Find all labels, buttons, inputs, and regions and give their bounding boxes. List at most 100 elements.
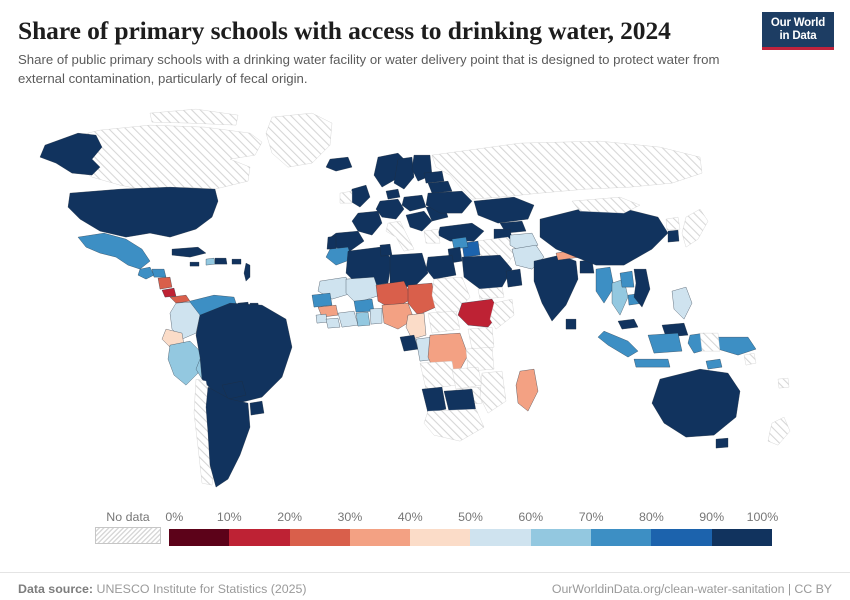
legend-bin-80-90%[interactable] [651,529,712,546]
country-balkans[interactable] [405,210,433,232]
country-kazakhstan[interactable] [473,196,535,224]
country-paraguay[interactable] [221,380,247,400]
country-cuba[interactable] [171,246,207,258]
world-choropleth-map[interactable] [0,88,850,506]
country-uruguay[interactable] [249,400,265,416]
country-belarus[interactable] [427,180,453,194]
legend-bin-10-20%[interactable] [229,529,290,546]
country-sierra-leone[interactable] [315,313,328,324]
country-indonesia-borneo[interactable] [647,332,683,354]
country-united-states[interactable] [67,186,219,238]
country-jamaica[interactable] [189,261,200,267]
country-libya[interactable] [389,252,429,288]
country-vietnam[interactable] [633,268,651,308]
country-ireland[interactable] [339,190,353,204]
country-united-kingdom[interactable] [349,184,371,208]
country-italy[interactable] [385,220,415,252]
country-madagascar[interactable] [515,368,539,412]
country-papua-indonesia[interactable] [699,332,721,352]
country-senegal[interactable] [311,292,333,308]
country-lesser-antilles[interactable] [243,262,251,282]
country-poland[interactable] [401,194,427,212]
legend-bin-30-40%[interactable] [349,529,411,546]
country-mongolia[interactable] [571,196,641,214]
country-tasmania[interactable] [715,437,729,449]
country-germany[interactable] [375,198,405,220]
country-zambia[interactable] [451,366,483,390]
legend-bin-0-10%[interactable] [169,529,230,546]
legend-no-data[interactable]: No data [95,510,161,544]
country-argentina[interactable] [205,386,251,488]
country-portugal[interactable] [326,235,337,250]
country-angola[interactable] [419,360,457,390]
country-tunisia[interactable] [379,243,393,257]
country-malaysia[interactable] [617,318,639,330]
country-cameroon[interactable] [405,312,427,340]
country-myanmar[interactable] [595,266,615,304]
country-ghana[interactable] [355,311,371,327]
country-sri-lanka[interactable] [565,318,577,330]
country-egypt[interactable] [425,254,457,280]
country-yemen[interactable] [477,286,505,300]
country-ivory-coast[interactable] [337,310,359,328]
country-ethiopia[interactable] [457,298,501,328]
country-south-korea[interactable] [667,229,680,243]
country-ukraine[interactable] [425,190,473,214]
legend-color-bar[interactable] [169,529,772,546]
legend-bin-70-80%[interactable] [591,529,652,546]
country-mali[interactable] [345,276,381,304]
country-nicaragua[interactable] [157,276,173,290]
country-alaska[interactable] [39,132,103,176]
country-laos[interactable] [619,270,635,288]
country-mexico[interactable] [77,232,151,270]
country-somalia[interactable] [489,298,515,330]
legend-bin-90-100%[interactable] [711,529,772,546]
country-costa-rica[interactable] [161,287,177,298]
country-denmark[interactable] [385,188,401,200]
legend-bin-60-70%[interactable] [530,529,592,546]
country-kenya[interactable] [467,326,495,350]
country-colombia[interactable] [169,301,201,340]
country-chad[interactable] [407,282,437,316]
country-oman[interactable] [505,268,523,288]
legend-bin-20-30%[interactable] [289,529,350,546]
country-algeria[interactable] [345,246,393,288]
country-arctic-islands[interactable] [149,108,239,126]
attribution-link[interactable]: OurWorldinData.org/clean-water-sanitatio… [551,582,832,596]
country-philippines[interactable] [671,286,693,320]
country-guinea[interactable] [317,304,339,318]
country-honduras[interactable] [151,268,167,278]
country-russia[interactable] [431,140,703,200]
country-namibia[interactable] [421,386,447,414]
country-indonesia-java[interactable] [633,358,671,368]
country-new-zealand[interactable] [767,416,791,446]
country-japan[interactable] [681,208,709,248]
country-fiji[interactable] [777,377,790,389]
legend-bin-40-50%[interactable] [410,529,471,546]
legend-no-data-swatch[interactable] [95,527,161,544]
country-mozambique[interactable] [479,370,507,414]
country-canada[interactable] [62,124,263,192]
country-morocco[interactable] [325,246,353,266]
country-france[interactable] [351,210,383,236]
country-south-africa[interactable] [423,408,485,442]
country-timor-leste[interactable] [705,358,723,370]
country-dominican-republic[interactable] [214,257,228,265]
country-brazil[interactable] [195,302,293,404]
country-syria[interactable] [451,236,469,250]
country-greenland[interactable] [265,112,333,168]
country-australia[interactable] [651,368,741,438]
country-north-korea[interactable] [665,216,681,231]
country-guatemala[interactable] [137,266,155,280]
country-liberia[interactable] [325,317,341,329]
country-central-african-republic[interactable] [427,310,461,334]
country-baltics[interactable] [423,170,445,184]
country-indonesia-sumatra[interactable] [597,330,639,358]
country-togo-benin[interactable] [369,307,383,325]
country-puerto-rico[interactable] [231,258,242,265]
country-pacific-islands[interactable] [743,352,757,366]
country-peru[interactable] [167,340,203,386]
country-greece[interactable] [423,228,441,244]
country-haiti[interactable] [205,257,216,266]
country-tanzania[interactable] [465,346,495,372]
